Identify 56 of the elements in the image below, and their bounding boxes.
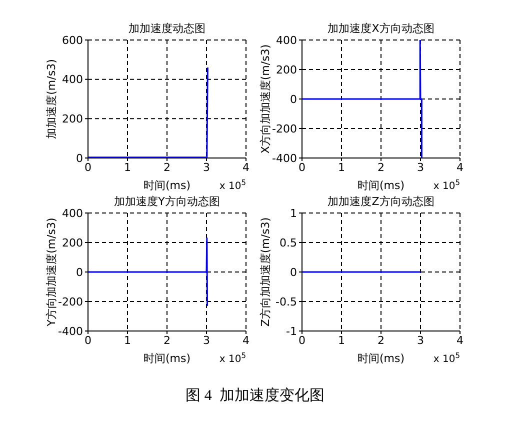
- y-tick-label: 0: [290, 266, 297, 279]
- x-tick-label: 4: [242, 334, 250, 347]
- x-axis-title: 时间(ms): [357, 352, 405, 365]
- x-tick-label: 3: [417, 160, 424, 174]
- x-tick-label: 0: [298, 334, 306, 347]
- y-axis-title: Z方向加加速度(m/s3): [259, 217, 272, 327]
- x-tick-label: 3: [417, 334, 424, 347]
- x-tick-label: 1: [338, 334, 345, 347]
- x-tick-label: 2: [164, 334, 170, 347]
- y-tick-label: 400: [62, 73, 83, 86]
- x-tick-label: 4: [456, 160, 464, 174]
- y-tick-label: 200: [62, 112, 83, 126]
- x-axis-title: 时间(ms): [357, 179, 405, 192]
- text: x 10$^{5}$: [219, 350, 246, 365]
- x-tick-label: 2: [378, 160, 384, 174]
- x-tick-label: 2: [164, 160, 170, 174]
- chart-title: 加加速度Y方向动态图: [113, 194, 221, 209]
- caption: 图 4 加加速度变化图: [184, 386, 326, 405]
- y-tick-label: 400: [62, 206, 83, 220]
- x-tick-label: 0: [84, 160, 92, 174]
- x-axis-title: 时间(ms): [143, 179, 191, 192]
- y-tick-label: 600: [62, 34, 83, 47]
- y-axis-title: 加加速度(m/s3): [45, 59, 58, 139]
- x-axis-title: 时间(ms): [143, 352, 191, 365]
- y-tick-label: 0: [76, 152, 83, 165]
- x-tick-label: 4: [242, 160, 250, 174]
- text: x 10$^{5}$: [433, 350, 460, 365]
- y-tick-label: -0.5: [276, 295, 297, 308]
- y-tick-label: -400: [58, 324, 83, 338]
- text: x 10$^{5}$: [433, 178, 460, 192]
- y-tick-label: -200: [272, 122, 297, 136]
- chart-title: 加加速度X方向动态图: [326, 21, 436, 36]
- x-tick-label: 2: [378, 334, 384, 347]
- y-tick-label: 1: [290, 206, 297, 220]
- x-tick-label: 4: [456, 334, 464, 347]
- y-tick-label: -1: [286, 324, 297, 338]
- x-tick-label: 1: [124, 160, 131, 174]
- text: x 10$^{5}$: [219, 178, 246, 192]
- x-tick-label: 0: [298, 160, 306, 174]
- x-tick-label: 1: [338, 160, 345, 174]
- x-tick-label: 3: [203, 334, 210, 347]
- chart-title: 加加速度Z方向动态图: [326, 194, 436, 209]
- y-tick-label: 0: [76, 266, 83, 279]
- y-tick-label: 200: [276, 63, 297, 76]
- y-tick-label: 0: [290, 92, 297, 106]
- y-axis-title: X方向加加速度(m/s3): [259, 44, 272, 154]
- y-tick-label: 200: [62, 236, 83, 250]
- chart-title: 加加速度动态图: [128, 21, 206, 36]
- y-tick-label: 0.5: [280, 236, 297, 250]
- y-tick-label: -200: [58, 295, 83, 308]
- y-tick-label: 400: [276, 34, 297, 47]
- x-tick-label: 0: [84, 334, 92, 347]
- y-tick-label: -400: [272, 152, 297, 165]
- x-tick-label: 1: [124, 334, 131, 347]
- x-tick-label: 3: [203, 160, 210, 174]
- y-axis-title: Y方向加加速度(m/s3): [45, 218, 58, 328]
